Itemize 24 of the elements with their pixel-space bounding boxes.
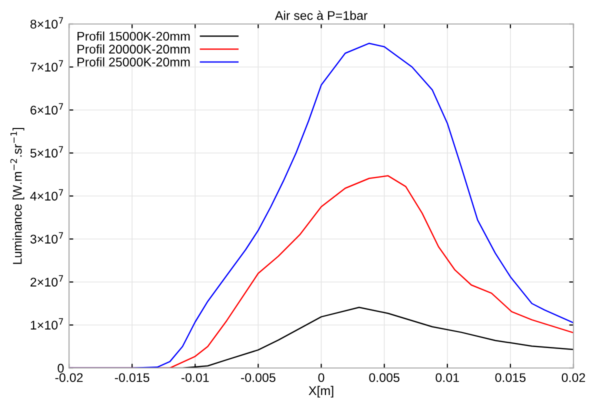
x-tick-label: 0 [318,373,324,382]
x-tick-label: -0.01 [181,373,209,382]
y-tick-label: 7×10$^{7}$ [30,60,64,72]
chart-title: Air sec à P=1bar [274,10,368,20]
x-tick-label: 0.02 [562,373,586,382]
x-tick-label: 0.01 [436,373,459,382]
y-tick-label: 2×10$^{7}$ [30,275,64,287]
x-tick-label: -0.015 [114,373,150,382]
y-tick-label: 0 [58,364,64,373]
y-axis-title: Luminance [W.m$^{−2}$.sr$^{−1}$] [10,128,24,264]
x-tick-label: -0.005 [241,373,276,382]
y-tick-label: 1×10$^{7}$ [30,318,64,330]
x-tick-label: 0.005 [369,373,400,382]
x-tick-label: 0.015 [495,373,526,382]
y-tick-label: 3×10$^{7}$ [30,232,64,244]
x-tick-label: -0.02 [55,373,83,382]
x-axis-title: X[m] [308,386,334,398]
legend-label: Profil 15000K-20mm [78,32,190,41]
y-tick-label: 4×10$^{7}$ [30,189,64,201]
y-tick-label: 8×10$^{7}$ [30,17,64,29]
legend-label: Profil 25000K-20mm [78,57,190,66]
legend-label: Profil 20000K-20mm [78,44,190,54]
y-tick-label: 6×10$^{7}$ [30,103,64,115]
y-tick-label: 5×10$^{7}$ [30,146,64,158]
